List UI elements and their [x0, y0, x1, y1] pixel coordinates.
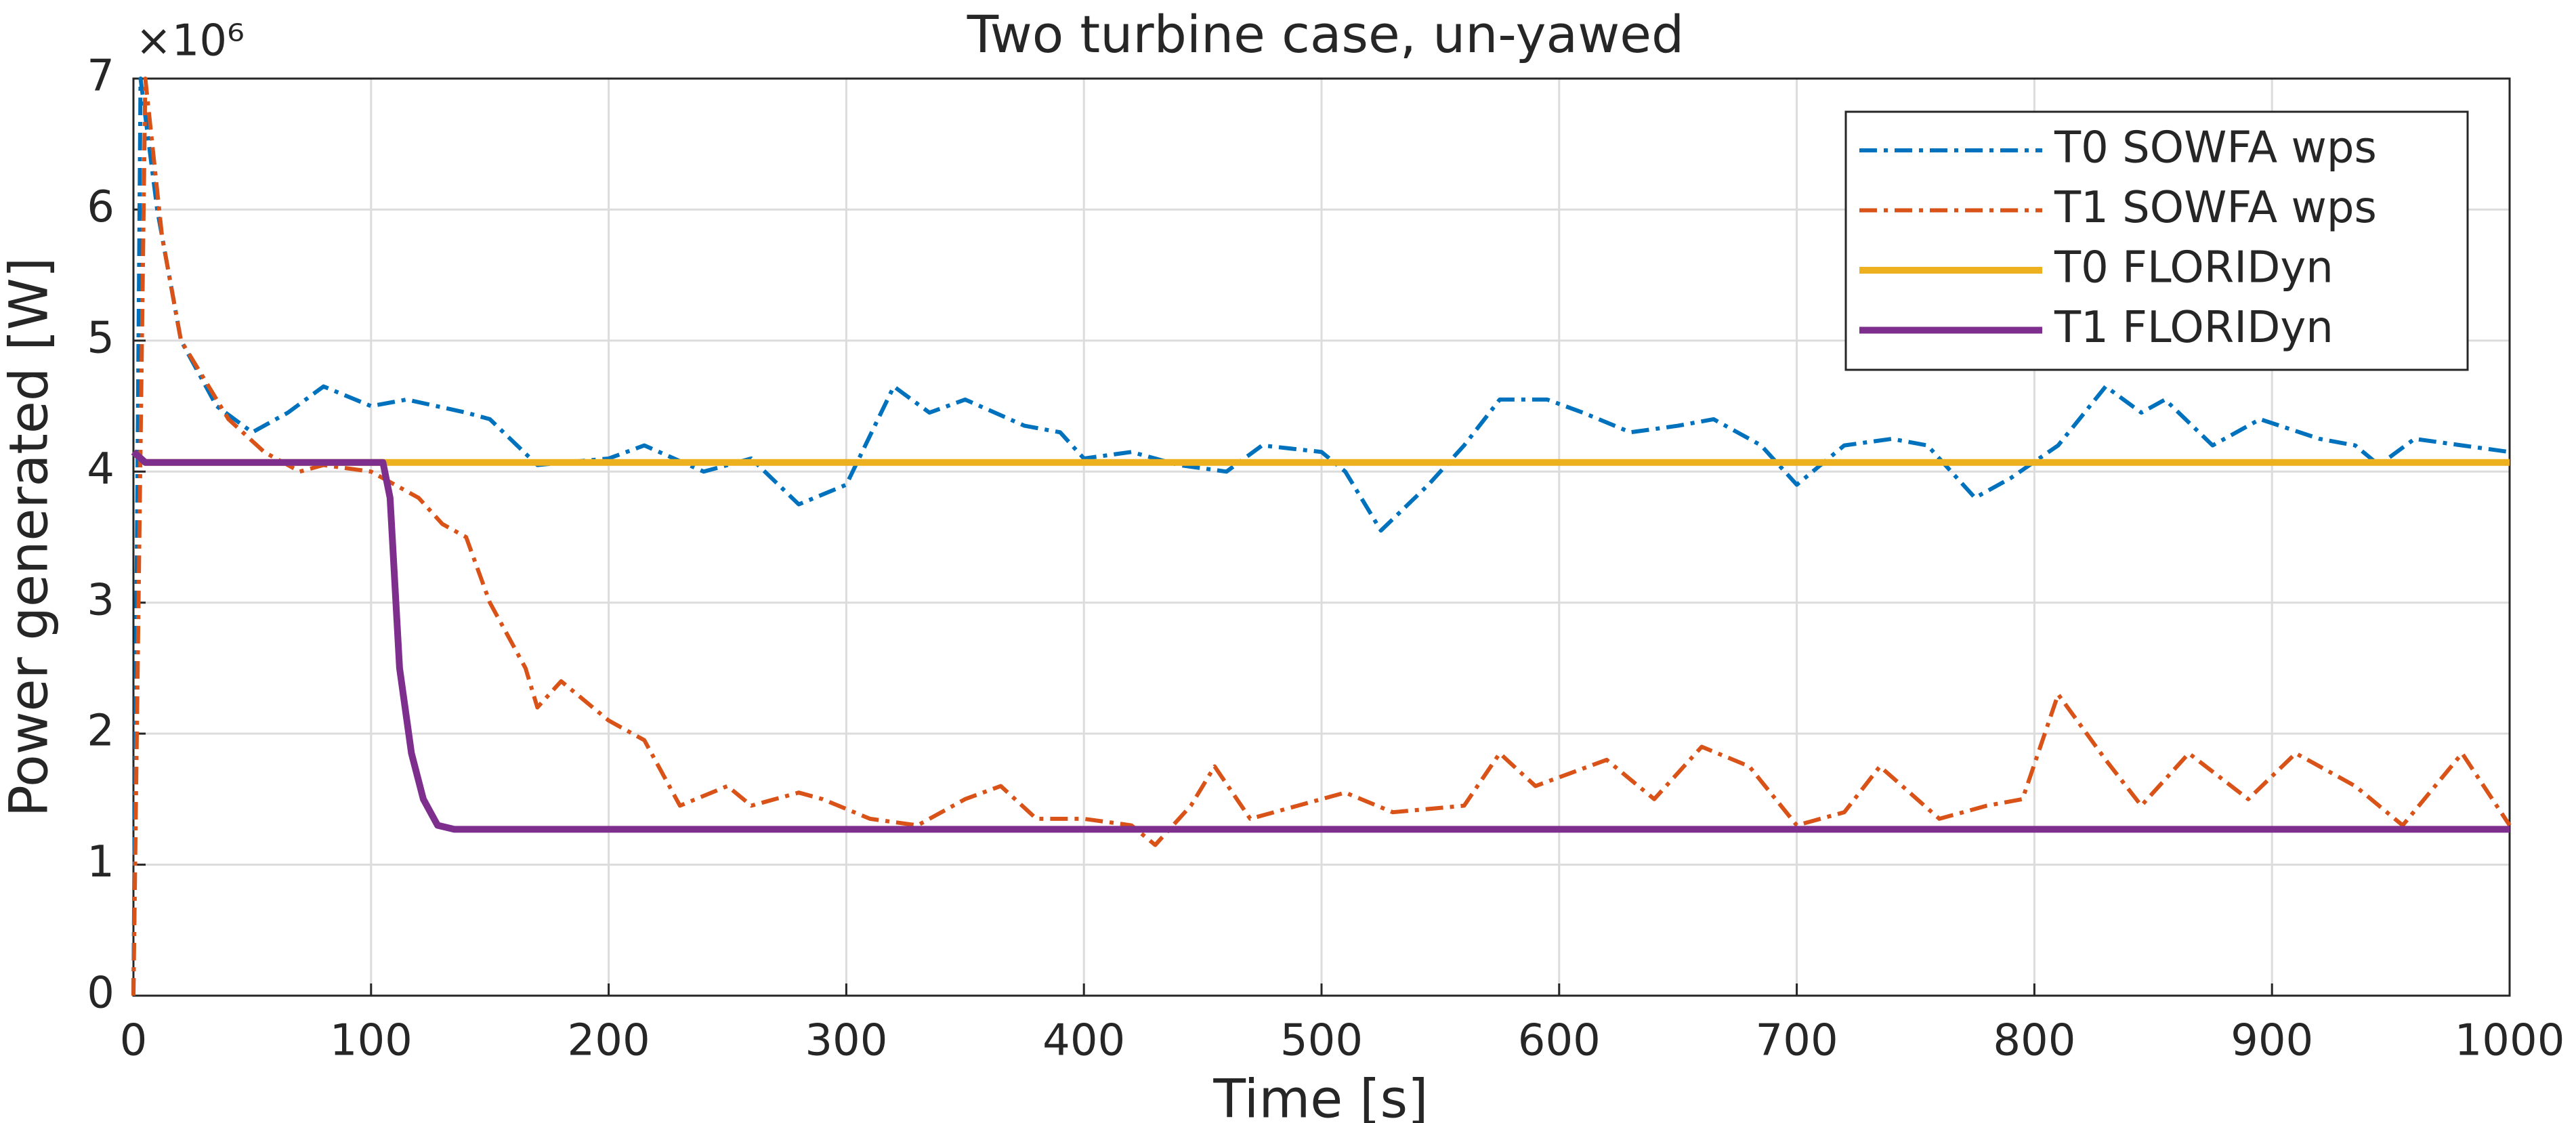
y-tick-label: 0	[87, 969, 114, 1019]
y-tick-label: 6	[87, 182, 114, 232]
legend-label: T1 SOWFA wps	[2054, 183, 2377, 233]
x-tick-label: 0	[120, 1016, 148, 1066]
y-tick-label: 4	[87, 444, 114, 494]
x-axis-label: Time [s]	[1212, 1069, 1428, 1123]
x-tick-label: 700	[1756, 1016, 1838, 1066]
y-tick-label: 2	[87, 706, 114, 757]
x-tick-label: 800	[1993, 1016, 2075, 1066]
legend-label: T0 FLORIDyn	[2054, 243, 2334, 293]
x-tick-label: 100	[330, 1016, 413, 1066]
x-tick-label: 900	[2231, 1016, 2313, 1066]
series-line	[131, 77, 2512, 996]
plot-frame	[132, 77, 2511, 997]
y-tick-label: 7	[87, 51, 114, 102]
x-tick-label: 600	[1518, 1016, 1601, 1066]
x-tick-label: 200	[568, 1016, 650, 1066]
y-axis-label: Power generated [W]	[0, 257, 60, 817]
y-tick-label: 3	[87, 575, 114, 625]
chart-title: Two turbine case, un-yawed	[967, 4, 1684, 64]
series-line	[131, 449, 2510, 833]
x-tick-label: 500	[1280, 1016, 1363, 1066]
x-tick-label: 300	[805, 1016, 887, 1066]
x-tick-label: 400	[1042, 1016, 1125, 1066]
y-exponent-label: ×10⁶	[135, 16, 245, 66]
x-tick-label: 1000	[2455, 1016, 2565, 1066]
legend-label: T0 SOWFA wps	[2054, 123, 2377, 173]
y-tick-label: 5	[87, 313, 114, 363]
legend-label: T1 FLORIDyn	[2054, 303, 2334, 353]
y-tick-label: 1	[87, 837, 114, 887]
series-line	[131, 77, 2510, 996]
